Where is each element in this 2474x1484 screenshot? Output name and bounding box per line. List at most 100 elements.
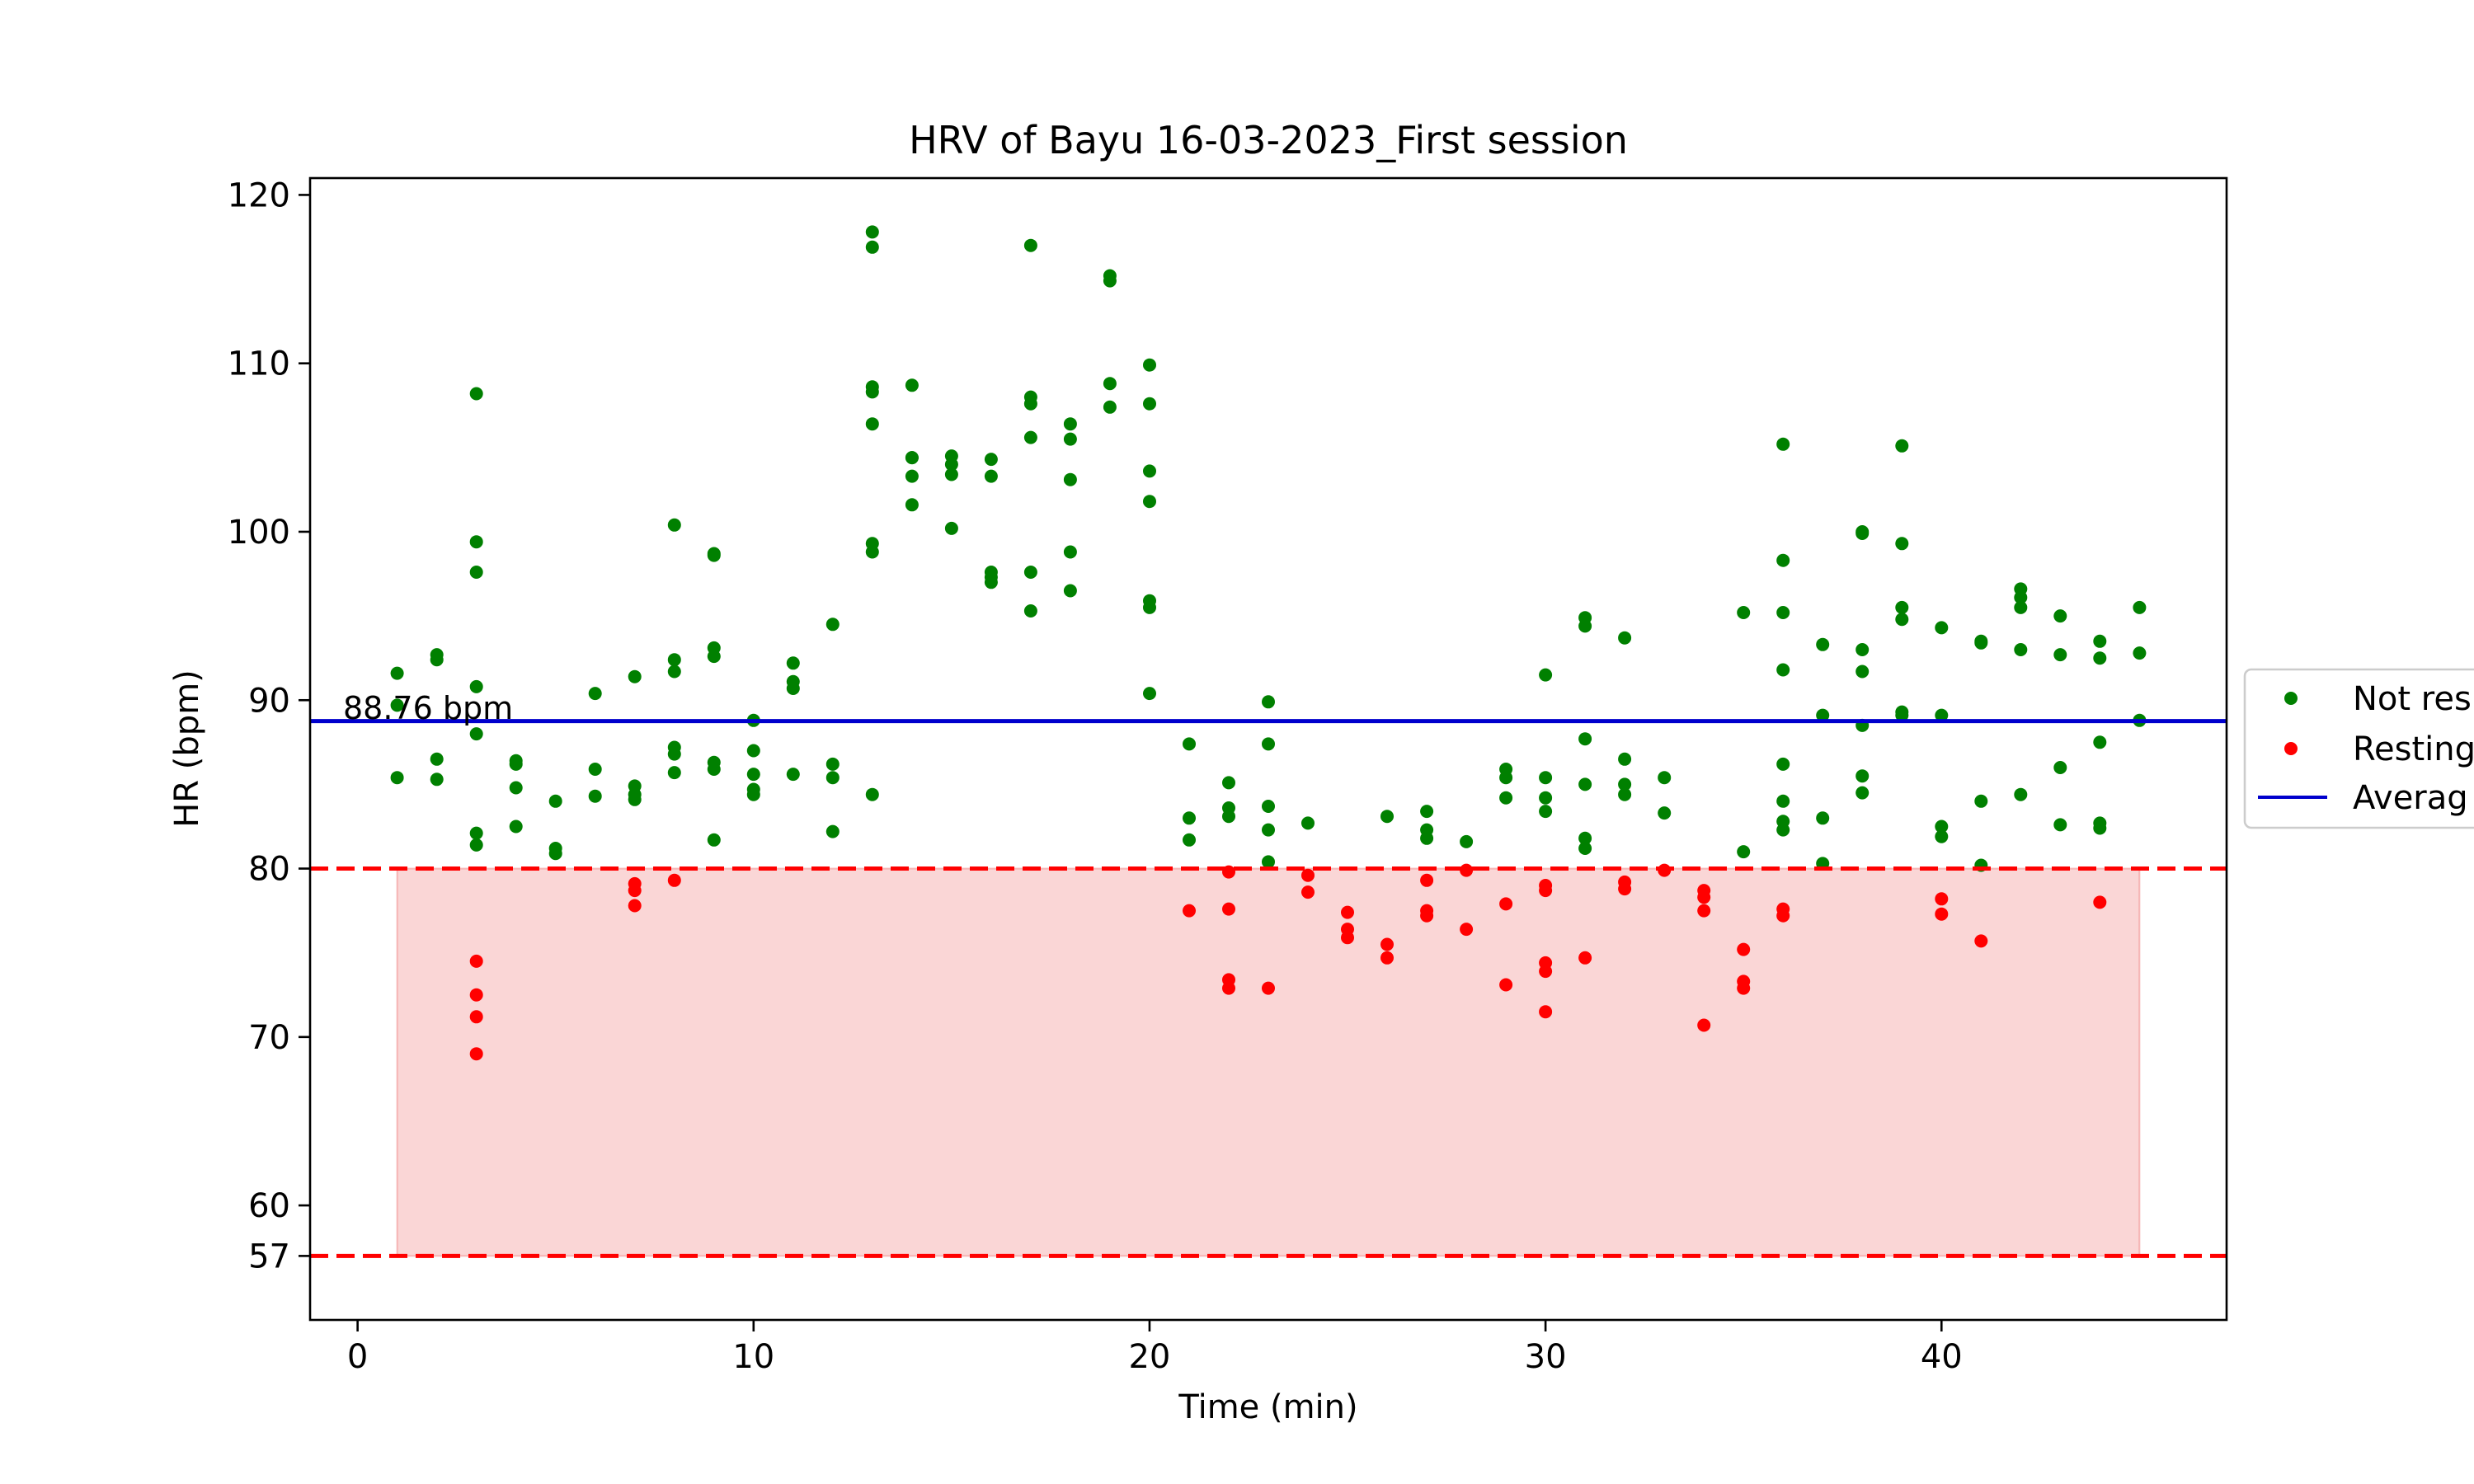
not-resting-point — [944, 467, 958, 481]
legend-average-label: Averag — [2353, 779, 2468, 817]
not-resting-point — [469, 838, 483, 852]
not-resting-point — [588, 789, 602, 803]
legend-not-resting-label: Not res — [2353, 680, 2472, 718]
not-resting-point — [746, 787, 760, 801]
not-resting-point — [1143, 687, 1156, 701]
not-resting-point — [1023, 397, 1037, 411]
not-resting-point — [667, 766, 681, 780]
not-resting-point — [2053, 609, 2067, 623]
x-axis-ticks: 0 10 20 30 40 — [347, 1320, 1963, 1376]
not-resting-point — [667, 518, 681, 532]
resting-point — [469, 988, 483, 1002]
not-resting-point — [1618, 752, 1632, 766]
not-resting-point — [984, 469, 998, 483]
y-tick-label: 70 — [248, 1019, 290, 1057]
not-resting-point — [1856, 527, 1870, 540]
resting-point — [1301, 868, 1315, 882]
not-resting-point — [865, 240, 879, 254]
resting-point — [1697, 890, 1711, 904]
resting-point — [1262, 981, 1275, 995]
not-resting-point — [1103, 377, 1117, 391]
not-resting-point — [390, 666, 404, 680]
resting-point — [1222, 902, 1235, 916]
not-resting-point — [2093, 651, 2107, 665]
legend-box — [2243, 668, 2474, 829]
not-resting-point — [1578, 842, 1592, 855]
resting-point — [1578, 951, 1592, 965]
resting-point — [1183, 904, 1196, 918]
not-resting-point — [865, 225, 879, 239]
not-resting-point — [1578, 777, 1592, 791]
not-resting-point — [707, 833, 721, 847]
not-resting-point — [1776, 663, 1790, 677]
not-resting-point — [1935, 829, 1949, 843]
y-tick-label: 120 — [228, 176, 290, 214]
not-resting-point — [1301, 816, 1315, 830]
not-resting-point — [1023, 604, 1037, 618]
not-resting-point — [667, 665, 681, 679]
resting-point — [1460, 863, 1474, 877]
not-resting-point — [509, 819, 523, 834]
not-resting-point — [509, 757, 523, 771]
not-resting-point — [1143, 600, 1156, 614]
not-resting-point — [1023, 430, 1037, 444]
not-resting-point — [2014, 787, 2028, 801]
not-resting-point — [1539, 805, 1553, 819]
not-resting-point — [1578, 831, 1592, 845]
not-resting-point — [905, 451, 919, 465]
not-resting-point — [1578, 619, 1592, 633]
not-resting-point — [667, 747, 681, 761]
not-resting-point — [1776, 757, 1790, 771]
not-resting-point — [786, 656, 800, 670]
not-resting-point — [1499, 791, 1513, 805]
not-resting-point — [2014, 643, 2028, 656]
not-resting-point — [469, 535, 483, 549]
not-resting-point — [469, 387, 483, 401]
not-resting-point — [1103, 274, 1117, 288]
not-resting-point — [707, 548, 721, 562]
legend: Not res Resting Averag — [2243, 668, 2474, 829]
not-resting-point — [825, 618, 840, 632]
not-resting-point — [1856, 643, 1870, 656]
not-resting-point — [2093, 634, 2107, 648]
not-resting-point — [1618, 777, 1632, 791]
not-resting-point — [1578, 732, 1592, 746]
not-resting-point — [469, 727, 483, 741]
data-points-layer — [390, 225, 2147, 1061]
resting-point — [1697, 904, 1711, 918]
not-resting-point — [1499, 771, 1513, 785]
legend-not-resting-marker — [2284, 692, 2298, 705]
resting-point — [1935, 892, 1949, 906]
resting-point — [1499, 897, 1513, 911]
plot-frame — [308, 176, 2228, 1322]
not-resting-point — [1776, 606, 1790, 619]
not-resting-point — [548, 794, 562, 808]
resting-point — [469, 1047, 483, 1061]
not-resting-point — [588, 763, 602, 776]
resting-point — [1539, 965, 1553, 979]
not-resting-point — [865, 417, 879, 431]
resting-zone-fill — [396, 867, 2141, 1257]
not-resting-point — [1063, 472, 1077, 486]
resting-point — [1776, 909, 1790, 923]
not-resting-point — [1856, 769, 1870, 783]
not-resting-point — [469, 826, 483, 840]
not-resting-point — [746, 768, 760, 782]
legend-resting-marker — [2284, 742, 2298, 755]
not-resting-point — [1063, 432, 1077, 446]
not-resting-point — [1262, 823, 1275, 837]
resting-point — [1737, 981, 1751, 995]
y-tick-label: 90 — [248, 682, 290, 720]
not-resting-point — [865, 385, 879, 399]
not-resting-point — [1380, 810, 1394, 824]
x-tick-label: 30 — [1525, 1338, 1567, 1376]
not-resting-point — [865, 545, 879, 559]
resting-point — [1499, 978, 1513, 992]
not-resting-point — [667, 653, 681, 667]
not-resting-point — [944, 521, 958, 535]
not-resting-point — [1183, 833, 1196, 847]
resting-point — [469, 954, 483, 968]
not-resting-point — [390, 698, 404, 712]
not-resting-point — [628, 792, 642, 806]
not-resting-point — [1895, 537, 1909, 551]
